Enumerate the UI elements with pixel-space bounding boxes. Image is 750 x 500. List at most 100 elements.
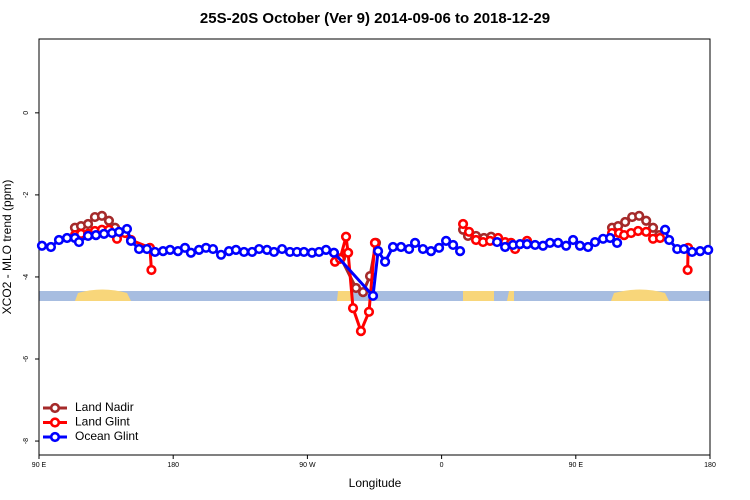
data-point <box>500 241 511 253</box>
data-point <box>355 326 367 337</box>
y-tick-label: -2 <box>23 192 30 198</box>
y-axis-label: XCO2 - MLO trend (ppm) <box>0 180 14 315</box>
data-point <box>491 236 503 248</box>
data-point <box>113 226 125 237</box>
data-point <box>230 244 242 255</box>
data-point <box>372 246 384 257</box>
data-point <box>417 243 429 255</box>
data-point <box>121 223 133 235</box>
data-point <box>164 244 176 255</box>
data-point <box>328 247 340 258</box>
data-point <box>103 215 115 226</box>
data-point <box>363 306 375 317</box>
data-point <box>687 246 698 258</box>
data-point <box>185 247 197 258</box>
data-point <box>73 236 85 248</box>
y-tick-label: -8 <box>23 438 30 444</box>
y-tick-label: -6 <box>23 356 30 362</box>
y-tick-label: 0 <box>23 111 30 115</box>
data-point <box>457 218 469 230</box>
data-point <box>343 247 354 258</box>
x-tick-label: 90 E <box>569 462 584 469</box>
data-point <box>641 215 652 226</box>
data-point <box>96 210 108 221</box>
x-tick-label: 180 <box>167 462 179 469</box>
data-point <box>633 225 644 237</box>
data-point <box>141 243 153 255</box>
data-point <box>98 228 110 239</box>
data-point <box>433 242 445 253</box>
legend-marker <box>49 402 61 414</box>
data-point <box>568 234 579 246</box>
chart-title: 25S-20S October (Ver 9) 2014-09-06 to 20… <box>200 10 550 27</box>
data-point <box>582 241 594 253</box>
data-point <box>440 235 452 246</box>
data-point <box>238 246 250 258</box>
data-point <box>45 241 57 253</box>
land-patch <box>507 291 514 301</box>
data-point <box>340 231 352 242</box>
data-point <box>463 226 475 237</box>
data-point <box>660 224 671 235</box>
data-point <box>561 240 572 251</box>
data-point <box>678 243 690 255</box>
data-point <box>253 243 265 255</box>
data-point <box>612 237 623 248</box>
data-point <box>357 287 369 298</box>
data-point <box>529 239 541 251</box>
data-point <box>620 216 631 228</box>
data-point <box>454 246 466 257</box>
data-point <box>447 239 459 251</box>
data-point <box>387 241 399 253</box>
data-point <box>641 226 652 237</box>
land-patch <box>337 291 352 301</box>
data-point <box>589 236 601 248</box>
data-point <box>268 246 280 258</box>
data-point <box>403 243 415 255</box>
data-point <box>703 244 714 255</box>
y-tick-label: -4 <box>23 274 30 280</box>
x-tick-label: 90 W <box>299 462 316 469</box>
data-point <box>654 232 666 244</box>
data-point <box>647 222 659 233</box>
data-point <box>367 290 379 301</box>
data-point <box>634 210 645 221</box>
data-point <box>90 230 102 241</box>
data-point <box>664 234 675 246</box>
data-point <box>207 243 219 255</box>
data-point <box>276 243 288 255</box>
data-point <box>36 240 48 251</box>
legend-label: Ocean Glint <box>75 429 139 443</box>
land-patch <box>463 291 494 301</box>
data-point <box>682 264 693 276</box>
data-point <box>544 237 556 248</box>
data-point <box>425 246 437 257</box>
data-point <box>146 264 157 276</box>
legend-label: Land Glint <box>75 415 130 429</box>
data-point <box>369 237 381 248</box>
data-point <box>409 237 421 248</box>
data-point <box>82 230 94 242</box>
data-point <box>379 256 391 267</box>
land-patch <box>611 289 669 301</box>
legend-marker <box>49 417 61 428</box>
data-point <box>521 239 533 250</box>
data-point <box>320 244 332 255</box>
x-axis-label: Longitude <box>349 476 402 490</box>
data-point <box>574 240 586 251</box>
legend-label: Land Nadir <box>75 400 134 414</box>
data-point <box>53 234 65 246</box>
data-point <box>604 232 616 244</box>
land-patch <box>75 289 131 301</box>
data-point <box>298 246 310 258</box>
data-point <box>552 237 564 248</box>
data-point <box>61 232 73 244</box>
x-tick-label: 0 <box>440 462 444 469</box>
data-point <box>82 218 94 230</box>
legend-marker <box>49 431 61 443</box>
x-tick-label: 90 E <box>32 462 47 469</box>
data-point <box>347 303 359 314</box>
data-point <box>133 243 145 255</box>
